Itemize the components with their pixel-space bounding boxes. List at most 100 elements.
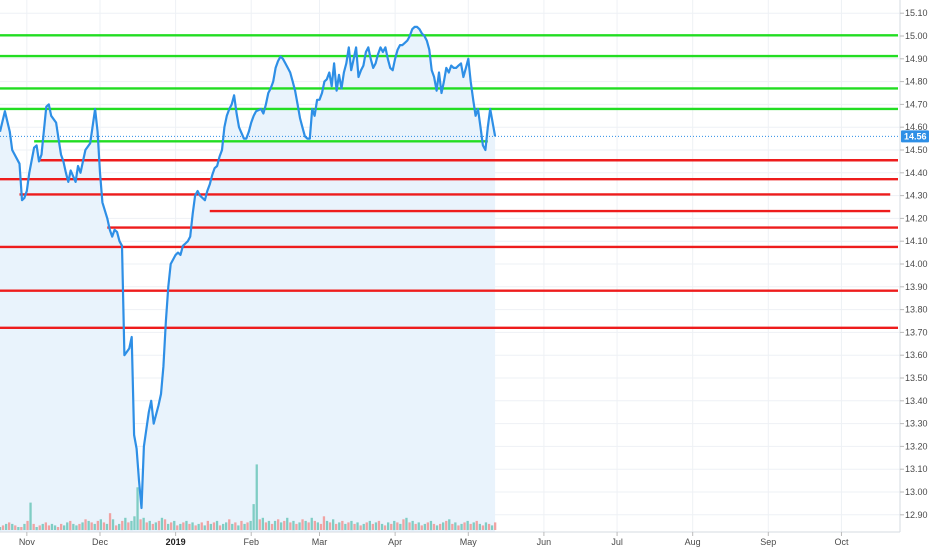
volume-bar [356,522,359,530]
volume-bar [87,520,90,531]
volume-bar [280,522,283,530]
volume-bar [218,525,222,530]
price-series [0,25,900,510]
volume-bar [319,523,323,530]
y-tick-label: 14.90 [905,54,928,64]
volume-bar [432,523,436,530]
volume-bar [417,522,420,530]
volume-bar [38,525,41,530]
volume-bar [56,527,60,531]
volume-bar [1,525,5,530]
volume-bar [310,517,313,530]
volume-bar [460,523,463,530]
volume-bar [222,523,225,530]
y-tick-label: 13.40 [905,396,928,406]
y-axis[interactable]: 12.90 13.00 13.10 13.20 13.30 13.40 13.50 13.60… [899,0,928,532]
volume-bar [23,523,26,530]
volume-bar [145,522,148,530]
volume-bar [179,523,182,530]
volume-bar [362,523,365,530]
volume-bar [380,523,384,530]
volume-bar [142,517,145,530]
volume-bar [41,523,44,530]
volume-bar [258,519,261,530]
y-tick-label: 13.00 [905,487,928,497]
volume-bar [231,523,234,530]
volume-bar [301,519,304,530]
last-price-badge: 14.56 [901,130,929,143]
volume-bar [160,517,164,530]
volume-bar [451,523,454,530]
y-tick-label: 13.10 [905,464,928,474]
y-tick-label: 13.90 [905,282,928,292]
volume-bar [99,519,102,530]
volume-bar [124,517,127,530]
volume-bar [102,522,106,530]
volume-bar [118,523,121,530]
volume-bar [111,519,115,530]
y-tick-label: 14.30 [905,191,928,201]
volume-bar [17,527,20,531]
volume-bar [81,522,84,530]
x-tick-label: Oct [834,537,849,547]
x-tick-label: Jul [611,537,623,547]
volume-bar [478,523,481,530]
volume-bar [121,520,124,531]
volume-bar [176,525,179,530]
y-tick-label: 14.70 [905,99,928,109]
volume-bar [60,523,63,530]
volume-bar [136,487,139,530]
volume-bar [44,522,47,530]
volume-bar [35,527,38,531]
volume-bar [494,522,497,530]
volume-bar [264,522,268,530]
volume-bar [399,523,402,530]
volume-bar [445,520,448,531]
volume-bar [325,520,329,531]
volume-bar [240,520,243,531]
volume-bar [368,520,371,531]
volume-bar [405,517,408,530]
volume-bar [408,522,411,530]
volume-bar [32,523,35,530]
volume-bar [90,522,93,530]
volume-bar [105,523,109,530]
volume-bar [163,519,167,530]
y-tick-label: 13.80 [905,305,928,315]
volume-bar [393,520,396,531]
volume-bar [289,522,292,530]
volume-bar [215,520,219,531]
volume-bar [332,519,335,530]
y-tick-label: 13.30 [905,419,928,429]
volume-bar [237,525,240,530]
volume-bar [200,522,203,530]
y-tick-label: 13.60 [905,350,928,360]
volume-bar [5,523,8,530]
y-tick-label: 13.70 [905,327,928,337]
level-lines [0,34,898,330]
x-tick-label: Feb [243,537,259,547]
x-tick-label: Nov [19,537,36,547]
volume-bar [127,522,130,530]
volume-bar [228,519,231,530]
y-tick-label: 14.40 [905,168,928,178]
volume-bar [439,523,442,530]
volume-bar [307,522,310,530]
volume-bar [188,523,191,530]
volume-bar [277,519,280,530]
volume-bar [151,523,154,530]
volume-bar [463,522,466,530]
x-axis[interactable]: Nov Dec 2019 Feb Mar Apr May Jun Jul Aug Sep Oct [0,531,900,547]
series-area [0,26,496,533]
volume-bar [47,525,51,530]
volume-bar [454,522,457,530]
volume-bar [383,525,387,530]
volume-bar [344,523,347,530]
y-tick-label: 14.60 [905,122,928,132]
volume-bar [490,525,494,530]
last-price-badge-label: 14.56 [904,131,927,141]
volume-bar [53,525,57,530]
volume-bar [154,522,157,530]
volume-bar [402,519,405,530]
